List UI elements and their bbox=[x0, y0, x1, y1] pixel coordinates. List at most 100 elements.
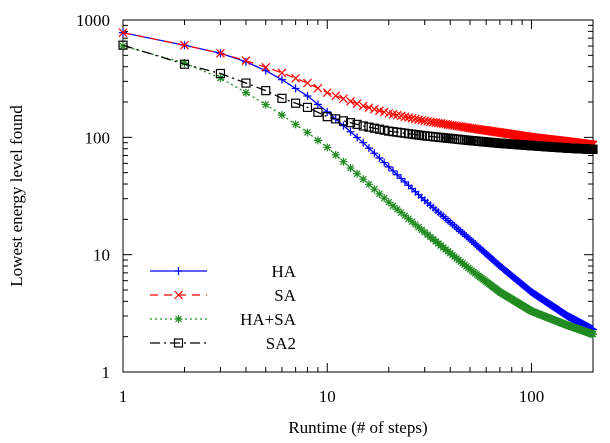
data-point bbox=[277, 111, 286, 120]
data-point bbox=[374, 124, 384, 134]
legend-swatch-marker bbox=[174, 267, 183, 275]
legend-swatch-marker bbox=[174, 290, 183, 300]
x-tick-label: 1 bbox=[119, 387, 128, 406]
data-point bbox=[331, 150, 340, 159]
data-point bbox=[359, 138, 368, 147]
data-point bbox=[291, 98, 301, 108]
data-point bbox=[313, 100, 322, 109]
data-point bbox=[397, 174, 406, 183]
data-point bbox=[352, 119, 362, 129]
data-point bbox=[353, 133, 362, 142]
data-point bbox=[216, 48, 225, 58]
data-point bbox=[302, 102, 313, 112]
data-point bbox=[400, 177, 409, 186]
legend-entry: SA2 bbox=[150, 334, 296, 353]
x-tick-label: 10 bbox=[319, 387, 336, 406]
data-point bbox=[456, 227, 465, 236]
data-point bbox=[119, 42, 127, 51]
data-point bbox=[364, 122, 374, 132]
data-point bbox=[389, 166, 398, 175]
data-point bbox=[370, 185, 379, 194]
data-point bbox=[397, 208, 406, 217]
series-ha-sa bbox=[119, 42, 597, 339]
data-point bbox=[358, 121, 368, 131]
data-point bbox=[364, 180, 373, 189]
legend-label: SA2 bbox=[266, 334, 296, 353]
data-point bbox=[358, 101, 368, 111]
data-point bbox=[323, 143, 332, 152]
data-point bbox=[353, 169, 362, 178]
data-point bbox=[346, 163, 355, 172]
plot-area-border bbox=[122, 19, 594, 373]
data-point bbox=[375, 154, 384, 163]
series-sa2 bbox=[118, 40, 598, 154]
legend-entry: HA bbox=[150, 262, 297, 281]
data-point bbox=[370, 149, 379, 158]
series-ha bbox=[119, 28, 597, 334]
legend-swatch-marker bbox=[173, 338, 184, 348]
legend-swatch-marker bbox=[174, 315, 183, 323]
legend-entry: SA bbox=[150, 286, 297, 305]
data-point bbox=[393, 170, 402, 179]
data-point bbox=[359, 175, 368, 184]
x-tick-label: 100 bbox=[519, 387, 545, 406]
data-point bbox=[454, 225, 463, 234]
y-tick-label: 1 bbox=[102, 363, 111, 382]
data-point bbox=[364, 144, 373, 153]
y-tick-label: 1000 bbox=[76, 11, 110, 30]
data-point bbox=[404, 214, 413, 223]
plot-frame bbox=[122, 19, 594, 373]
data-point bbox=[352, 99, 362, 109]
data-point bbox=[384, 162, 393, 171]
data-point bbox=[380, 194, 389, 203]
legend-label: HA+SA bbox=[240, 310, 297, 329]
legend-entry: HA+SA bbox=[150, 310, 297, 329]
data-point bbox=[313, 136, 322, 145]
data-point bbox=[179, 59, 190, 69]
data-point bbox=[408, 217, 417, 226]
data-point bbox=[261, 62, 271, 72]
data-point bbox=[277, 75, 286, 84]
y-tick-label: 100 bbox=[85, 128, 111, 147]
x-axis-title: Runtime (# of steps) bbox=[288, 418, 427, 437]
data-point bbox=[323, 107, 332, 116]
data-point bbox=[303, 78, 312, 88]
data-point bbox=[261, 86, 271, 96]
data-point bbox=[291, 84, 300, 93]
data-point bbox=[215, 68, 226, 79]
data-point bbox=[346, 96, 355, 106]
axis-ticks: 1 10 100 1 10 100 1000 bbox=[76, 11, 593, 406]
series-line bbox=[122, 45, 594, 335]
data-point bbox=[369, 123, 379, 133]
data-point bbox=[313, 107, 323, 117]
data-point bbox=[404, 113, 413, 122]
data-point bbox=[180, 40, 189, 50]
data-point bbox=[291, 120, 300, 129]
data-point bbox=[375, 189, 384, 198]
data-point bbox=[338, 116, 349, 126]
data-point bbox=[241, 56, 251, 66]
data-point bbox=[277, 68, 287, 78]
data-point bbox=[345, 118, 356, 128]
y-tick-label: 10 bbox=[93, 246, 110, 265]
data-point bbox=[369, 104, 379, 114]
data-point bbox=[277, 93, 287, 103]
data-point bbox=[380, 158, 389, 167]
data-point bbox=[241, 88, 250, 97]
y-axis-title: Lowest energy level found bbox=[7, 105, 26, 287]
data-point bbox=[346, 127, 355, 136]
data-point bbox=[313, 83, 323, 93]
data-point bbox=[589, 330, 597, 339]
data-point bbox=[118, 28, 128, 38]
data-point bbox=[452, 223, 461, 232]
data-point bbox=[339, 157, 348, 166]
data-point bbox=[364, 103, 374, 113]
legend-label: HA bbox=[271, 262, 296, 281]
data-point bbox=[400, 211, 409, 220]
legend-label: SA bbox=[274, 286, 296, 305]
data-point bbox=[261, 100, 270, 109]
data-point bbox=[389, 201, 398, 210]
data-point bbox=[291, 73, 301, 83]
data-point bbox=[374, 106, 384, 116]
